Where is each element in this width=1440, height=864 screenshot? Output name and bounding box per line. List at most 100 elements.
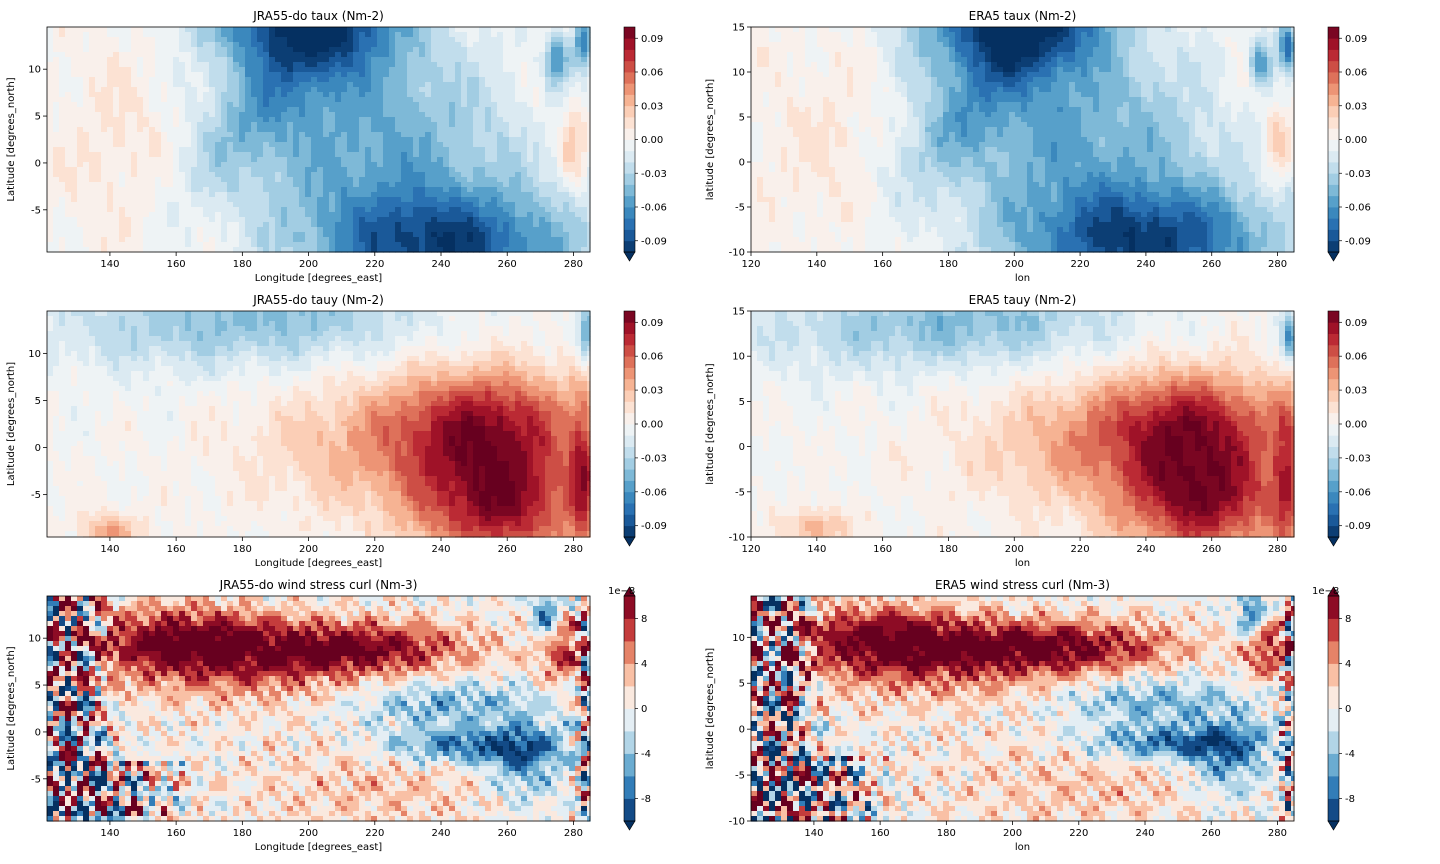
heatmap-cell [1015,42,1022,48]
heatmap-cell [895,32,902,38]
heatmap-cell [769,67,776,73]
heatmap-cell [805,72,812,78]
heatmap-cell [209,197,216,203]
heatmap-cell [263,57,270,63]
heatmap-cell [413,37,420,43]
heatmap-cell [461,42,468,48]
heatmap-cell [1183,52,1190,58]
heatmap-cell [437,162,444,168]
heatmap-cell [233,197,240,203]
heatmap-cell [925,47,932,53]
heatmap-cell [575,217,582,223]
heatmap-cell [203,47,210,53]
heatmap-cell [125,207,132,213]
heatmap-cell [377,52,384,58]
heatmap-cell [335,112,342,118]
heatmap-cell [233,237,240,243]
heatmap-cell [179,52,186,58]
heatmap-cell [185,232,192,238]
heatmap-cell [167,212,174,218]
heatmap-cell [479,232,486,238]
heatmap-cell [877,37,884,43]
heatmap-cell [1279,67,1286,73]
heatmap-cell [167,82,174,88]
heatmap-cell [83,72,90,78]
heatmap-cell [1099,62,1106,68]
heatmap-cell [473,172,480,178]
heatmap-cell [191,42,198,48]
heatmap-cell [461,47,468,53]
heatmap-cell [1003,62,1010,68]
heatmap-cell [47,52,54,58]
heatmap-cell [89,217,96,223]
heatmap-cell [763,57,770,63]
heatmap-cell [83,117,90,123]
heatmap-cell [119,207,126,213]
heatmap-cell [973,37,980,43]
heatmap-cell [793,47,800,53]
heatmap-cell [179,102,186,108]
heatmap-cell [491,77,498,83]
heatmap-cell [179,67,186,73]
heatmap-cell [497,87,504,93]
heatmap-cell [161,127,168,133]
heatmap-cell [1171,57,1178,63]
heatmap-cell [1075,57,1082,63]
heatmap-cell [539,87,546,93]
heatmap-cell [1285,37,1292,43]
heatmap-cell [89,42,96,48]
heatmap-cell [275,187,282,193]
heatmap-cell [865,57,872,63]
heatmap-cell [371,192,378,198]
heatmap-cell [173,152,180,158]
heatmap-cell [359,197,366,203]
heatmap-cell [1123,32,1130,38]
heatmap-cell [329,77,336,83]
heatmap-cell [1195,52,1202,58]
heatmap-cell [907,37,914,43]
heatmap-cell [155,72,162,78]
heatmap-cell [787,52,794,58]
heatmap-cell [359,152,366,158]
heatmap-cell [275,222,282,228]
heatmap-cell [497,62,504,68]
heatmap-cell [59,92,66,98]
heatmap-cell [889,37,896,43]
heatmap-cell [1165,27,1172,33]
heatmap-cell [227,72,234,78]
heatmap-cell [817,42,824,48]
heatmap-cell [191,222,198,228]
heatmap-cell [781,27,788,33]
heatmap-cell [287,57,294,63]
heatmap-cell [877,47,884,53]
heatmap-cell [401,187,408,193]
heatmap-cell [233,62,240,68]
heatmap-cell [437,82,444,88]
heatmap-cell [47,152,54,158]
heatmap-cell [89,72,96,78]
heatmap-cell [371,152,378,158]
heatmap-cell [569,177,576,183]
heatmap-cell [101,77,108,83]
heatmap-cell [431,62,438,68]
heatmap-cell [533,117,540,123]
heatmap-cell [473,212,480,218]
heatmap-cell [563,132,570,138]
heatmap-cell [1081,37,1088,43]
heatmap-cell [305,212,312,218]
heatmap-cell [419,192,426,198]
heatmap-cell [131,222,138,228]
heatmap-cell [221,67,228,73]
heatmap-cell [221,187,228,193]
heatmap-cell [419,187,426,193]
heatmap-cell [365,242,372,248]
heatmap-cell [59,57,66,63]
heatmap-cell [203,127,210,133]
heatmap-cell [527,237,534,243]
heatmap-cell [89,127,96,133]
heatmap-cell [569,172,576,178]
heatmap-cell [143,82,150,88]
heatmap-cell [137,77,144,83]
heatmap-cell [227,182,234,188]
heatmap-cell [503,187,510,193]
